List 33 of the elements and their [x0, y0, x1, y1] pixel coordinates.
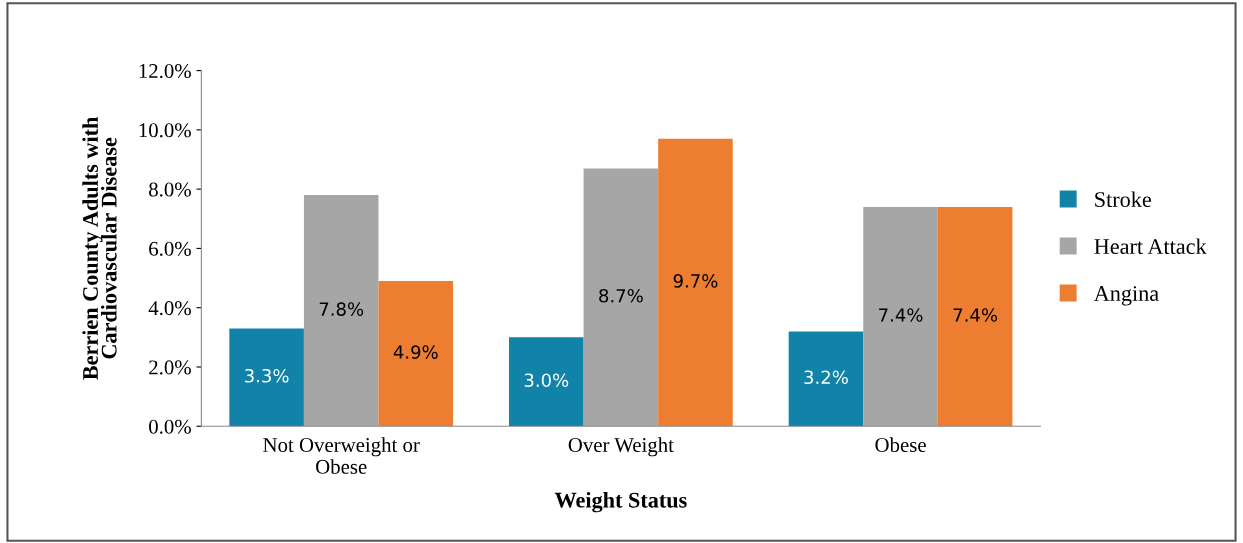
bar	[863, 206, 938, 427]
legend-label: Angina	[1093, 286, 1159, 306]
y-tick-label: 0.0%	[149, 419, 191, 434]
data-label: 3.0%	[524, 373, 569, 388]
x-tick-label: Not Overweight or Obese	[263, 437, 420, 474]
legend-label: Heart Attack	[1094, 238, 1207, 255]
y-tick-label: 4.0%	[148, 301, 191, 316]
data-label: 3.2%	[804, 370, 848, 385]
bar	[788, 331, 864, 427]
x-axis-title: Weight Status	[554, 491, 687, 513]
y-tick-label: 10.0%	[139, 123, 191, 138]
x-tick-label: Obese	[875, 437, 926, 453]
y-tick-label: 8.0%	[149, 182, 191, 197]
bar	[378, 281, 454, 427]
y-tick-label: 2.0%	[149, 360, 191, 375]
bar	[229, 328, 304, 427]
data-label: 7.8%	[319, 302, 364, 316]
data-label: 7.4%	[953, 308, 998, 322]
x-tick-label: Over Weight	[568, 437, 674, 457]
bar	[303, 195, 379, 427]
bar	[509, 337, 584, 427]
bar	[937, 206, 1013, 427]
bar	[583, 168, 659, 427]
data-label: 3.3%	[245, 368, 289, 383]
bar	[658, 138, 733, 427]
y-tick-label: 12.0%	[139, 63, 191, 79]
data-label: 7.4%	[879, 308, 923, 322]
legend-label: Stroke	[1095, 191, 1151, 208]
y-axis-title: Berrien County Adults with Cardiovascular Disease	[82, 116, 117, 380]
y-tick-label: 6.0%	[149, 241, 191, 256]
data-label: 4.9%	[393, 345, 438, 359]
data-label: 8.7%	[599, 288, 643, 303]
data-label: 9.7%	[673, 274, 718, 288]
